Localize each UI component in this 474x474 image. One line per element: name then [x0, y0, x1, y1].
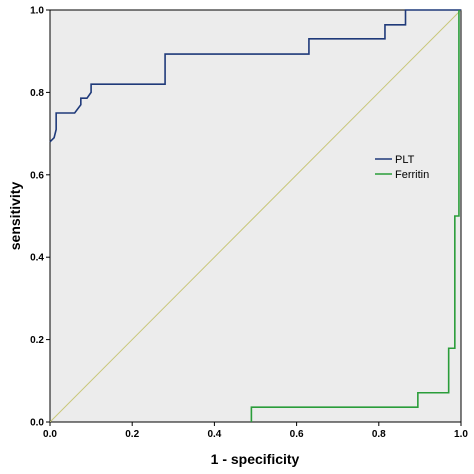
x-tick-label: 0.4	[207, 429, 221, 440]
y-tick-label: 0.8	[30, 88, 44, 99]
x-axis-label: 1 - specificity	[211, 451, 300, 467]
reference-diagonal-group	[49, 9, 462, 423]
reference-diagonal-line	[49, 9, 462, 423]
legend-label-ferritin: Ferritin	[395, 169, 429, 181]
y-tick-label: 0.6	[30, 170, 44, 181]
x-tick-label: 0.0	[43, 429, 57, 440]
y-tick-label: 0.0	[30, 418, 44, 429]
ticks-group: 0.0 0.2 0.4 0.6 0.8 1.0 0.0 0.2 0.4 0.6 0.8 1.0	[30, 6, 468, 441]
series-line-plt	[49, 9, 461, 143]
y-axis-label: sensitivity	[7, 182, 23, 251]
x-tick-label: 0.8	[372, 429, 386, 440]
series-group	[49, 9, 461, 422]
x-tick-label: 1.0	[454, 429, 468, 440]
y-tick-label: 0.2	[30, 335, 44, 346]
legend: PLT Ferritin	[375, 154, 429, 181]
y-tick-label: 1.0	[30, 6, 44, 17]
y-tick-label: 0.4	[30, 253, 44, 264]
x-tick-label: 0.6	[290, 429, 304, 440]
legend-label-plt: PLT	[395, 154, 415, 166]
series-line-ferritin	[250, 10, 460, 422]
x-tick-label: 0.2	[125, 429, 139, 440]
